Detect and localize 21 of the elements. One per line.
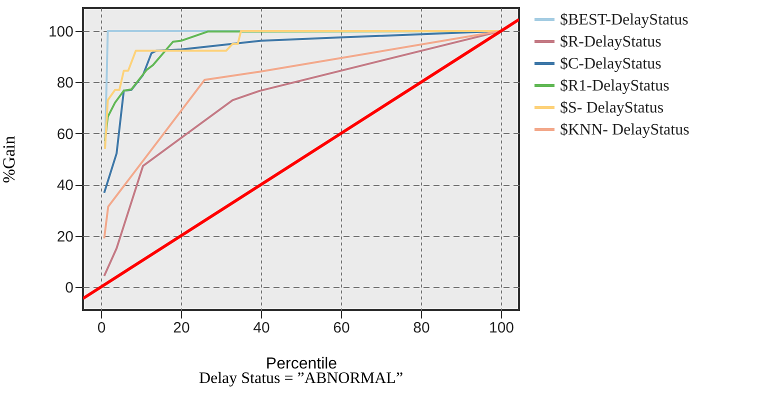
- text: Delay Status = ”ABNORMAL”: [198, 370, 404, 388]
- y-axis-title: %Gain: [0, 135, 18, 184]
- y-tick-label: 40: [56, 177, 74, 194]
- x-tick-label: 100: [488, 320, 514, 336]
- x-tick-label: 0: [97, 320, 106, 336]
- legend-label: $S- DelayStatus: [560, 100, 664, 116]
- y-tick-label: 20: [56, 228, 74, 246]
- y-tick-label: 100: [48, 24, 74, 41]
- x-tick-label: 60: [333, 320, 350, 336]
- y-tick-label: 80: [56, 74, 74, 92]
- x-axis-title: Percentile: [266, 356, 338, 372]
- y-tick-label: 0: [65, 279, 74, 296]
- legend-label: $C-DelayStatus: [560, 56, 662, 72]
- legend-label: $KNN- DelayStatus: [560, 122, 690, 138]
- legend-label: $R-DelayStatus: [560, 34, 662, 50]
- y-tick-label: 60: [56, 126, 74, 143]
- legend-label: $BEST-DelayStatus: [560, 12, 688, 28]
- x-tick-label: 40: [253, 320, 270, 336]
- x-tick-label: 80: [413, 320, 430, 336]
- legend-label: $R1-DelayStatus: [560, 78, 670, 94]
- x-tick-label: 20: [173, 320, 190, 336]
